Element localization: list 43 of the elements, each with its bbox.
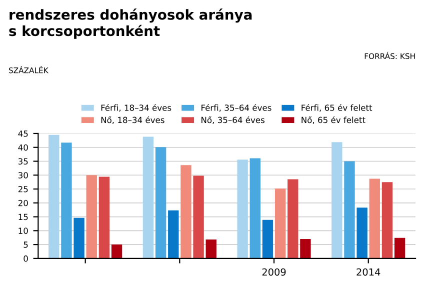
bar: [332, 142, 342, 258]
bar: [344, 161, 355, 258]
bar: [369, 178, 380, 258]
x-tick-label: 2014: [356, 268, 380, 276]
x-tick-label: 2009: [262, 268, 286, 276]
bar: [111, 244, 122, 258]
bar: [74, 218, 84, 258]
bar: [86, 175, 97, 258]
y-tick-label: 35: [18, 158, 28, 165]
y-tick-label: 20: [18, 200, 28, 206]
bar: [168, 210, 179, 258]
bar: [356, 208, 368, 258]
chart-title: rendszeres dohányosok aránya s korcsoportonként: [9, 8, 252, 39]
bar: [288, 179, 298, 258]
legend-label: Nő, 65 év felett: [302, 116, 366, 124]
bar: [61, 142, 72, 258]
legend-label: Nő, 18–34 éves: [101, 116, 164, 124]
y-tick-label: 40: [18, 144, 28, 151]
y-tick-label: 15: [18, 214, 28, 220]
y-tick-label: 30: [18, 172, 28, 178]
y-tick-label: 45: [18, 130, 28, 137]
bar: [250, 158, 260, 258]
bar: [394, 238, 406, 258]
y-tick-label: 5: [24, 242, 28, 248]
bar: [142, 136, 154, 258]
bar: [262, 220, 274, 258]
bar: [300, 239, 311, 258]
legend-label: Férfi, 35–64 éves: [202, 104, 272, 112]
bar: [382, 182, 393, 258]
legend-label: Nő, 35–64 éves: [202, 116, 264, 124]
bar: [206, 240, 216, 258]
bar: [48, 134, 60, 258]
bar: [180, 165, 192, 258]
bar: [237, 160, 248, 258]
y-tick-label: 25: [18, 186, 28, 192]
y-tick-label: 10: [18, 228, 28, 234]
bar: [98, 176, 110, 258]
y-tick-label: 0: [24, 255, 28, 262]
bar: [155, 147, 166, 258]
legend-label: Férfi, 18–34 éves: [101, 104, 172, 112]
legend-label: Férfi, 65 év felett: [302, 104, 372, 112]
bar: [274, 188, 286, 258]
bar: [193, 176, 204, 258]
